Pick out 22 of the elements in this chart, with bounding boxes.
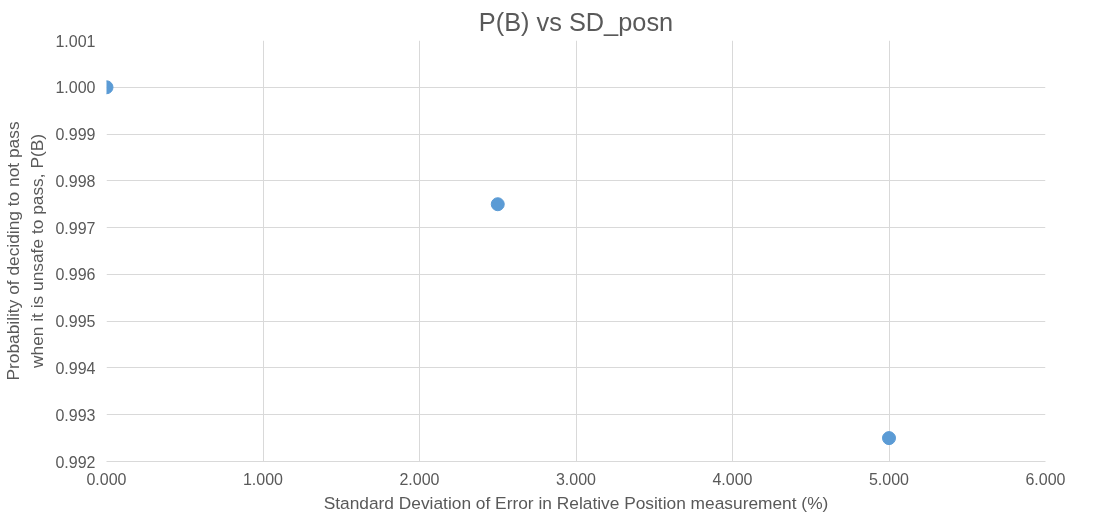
point: [882, 431, 896, 446]
x-tick-label: 5.000: [868, 470, 910, 488]
x-tick-label: 3.000: [555, 470, 597, 488]
y-tick-label: 1.000: [55, 79, 96, 97]
x-axis-title: Standard Deviation of Error in Relative Position measurement (%): [323, 492, 829, 513]
y-tick-label: 0.998: [55, 172, 96, 190]
y-tick-label: 1.001: [55, 32, 96, 50]
y-tick-label: 0.994: [55, 359, 96, 377]
x-tick-label: 0.000: [86, 470, 127, 488]
x-tick-label: 4.000: [712, 470, 753, 488]
chart-title: P(B) vs SD_posn: [478, 7, 674, 36]
y-tick-label: 0.997: [55, 219, 96, 237]
y-tick-label: 0.996: [55, 266, 96, 284]
x-tick-label: 1.000: [242, 470, 284, 488]
y-tick-label: 0.992: [55, 453, 96, 471]
x-tick-label: 6.000: [1025, 470, 1066, 488]
y-tick-label: 0.999: [55, 126, 96, 144]
y-tick-label: 0.993: [55, 406, 96, 424]
y-axis-title: Probability of deciding to not pass when it is unsafe to pass, P(B): [3, 121, 48, 381]
x-tick-label: 2.000: [399, 470, 440, 488]
point: [490, 197, 505, 212]
y-tick-label: 0.995: [55, 313, 96, 331]
